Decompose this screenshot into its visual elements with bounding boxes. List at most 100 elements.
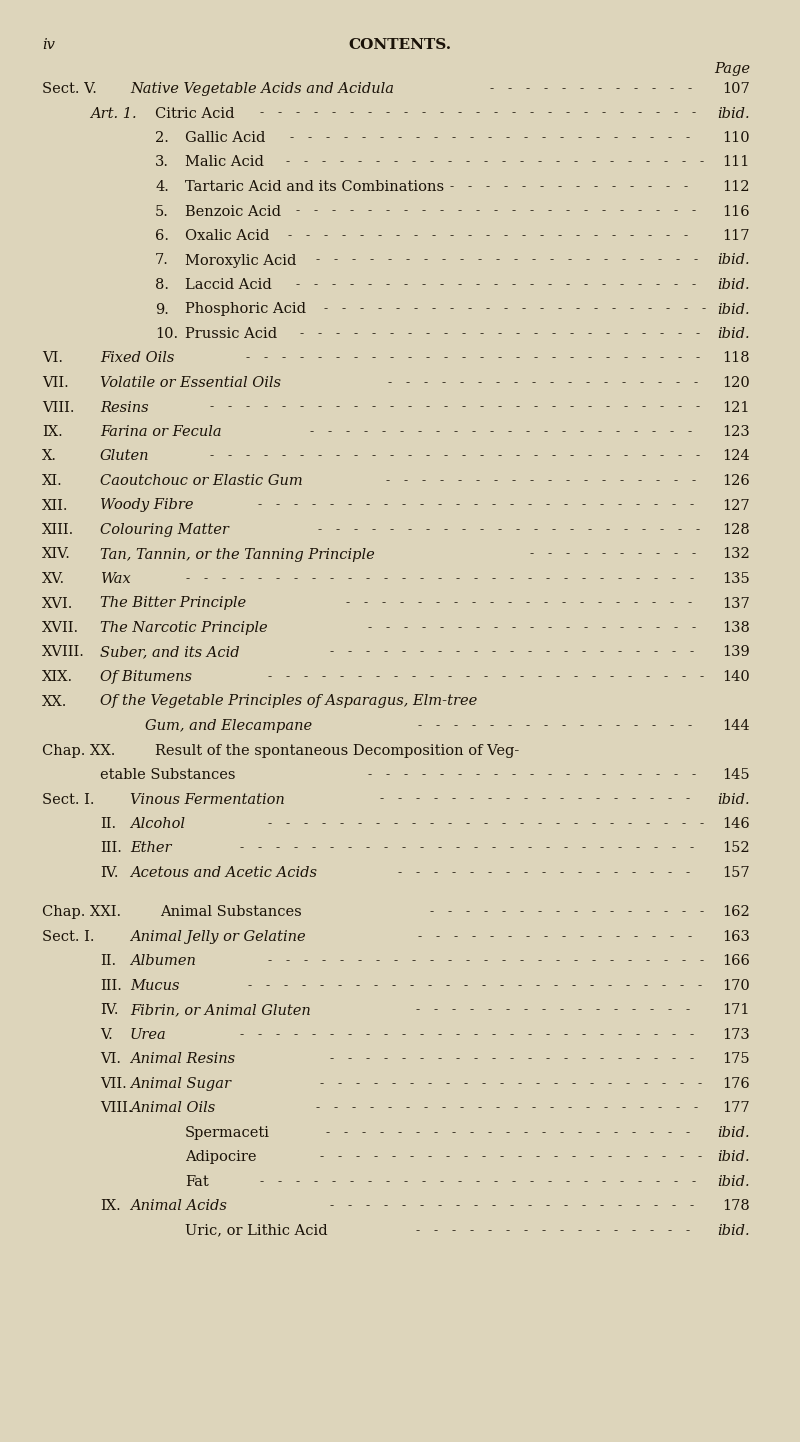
Text: 166: 166 bbox=[722, 955, 750, 968]
Text: -: - bbox=[456, 1200, 460, 1213]
Text: -: - bbox=[638, 622, 642, 634]
Text: -: - bbox=[637, 474, 641, 487]
Text: -: - bbox=[630, 229, 634, 242]
Text: Art. 1.: Art. 1. bbox=[90, 107, 137, 121]
Text: -: - bbox=[356, 979, 360, 992]
Text: -: - bbox=[562, 720, 566, 733]
Text: 146: 146 bbox=[722, 818, 750, 831]
Text: -: - bbox=[379, 1126, 383, 1139]
Text: -: - bbox=[565, 474, 569, 487]
Text: -: - bbox=[646, 671, 650, 684]
Text: -: - bbox=[629, 303, 633, 316]
Text: -: - bbox=[668, 867, 672, 880]
Text: -: - bbox=[422, 769, 426, 782]
Text: -: - bbox=[372, 401, 376, 414]
Text: -: - bbox=[664, 955, 668, 968]
Text: -: - bbox=[471, 597, 475, 610]
Text: -: - bbox=[584, 769, 588, 782]
Text: -: - bbox=[638, 107, 642, 120]
Text: -: - bbox=[450, 180, 454, 193]
Text: -: - bbox=[500, 1151, 504, 1164]
Text: -: - bbox=[552, 327, 556, 340]
Text: -: - bbox=[678, 523, 682, 536]
Text: -: - bbox=[570, 327, 574, 340]
Text: ibid.: ibid. bbox=[718, 1126, 750, 1139]
Text: -: - bbox=[600, 1028, 604, 1041]
Text: -: - bbox=[264, 401, 268, 414]
Text: -: - bbox=[600, 1200, 604, 1213]
Text: -: - bbox=[526, 720, 530, 733]
Text: -: - bbox=[689, 572, 693, 585]
Text: -: - bbox=[482, 1151, 486, 1164]
Text: -: - bbox=[454, 930, 458, 943]
Text: -: - bbox=[534, 523, 538, 536]
Text: Animal Acids: Animal Acids bbox=[130, 1200, 227, 1213]
Text: -: - bbox=[546, 842, 550, 855]
Text: -: - bbox=[618, 499, 622, 512]
Text: -: - bbox=[258, 842, 262, 855]
Text: -: - bbox=[620, 548, 624, 561]
Text: -: - bbox=[422, 107, 426, 120]
Text: -: - bbox=[676, 376, 680, 389]
Text: -: - bbox=[559, 1126, 563, 1139]
Text: -: - bbox=[408, 450, 412, 463]
Text: Fat: Fat bbox=[185, 1175, 209, 1188]
Text: -: - bbox=[631, 1004, 635, 1017]
Text: -: - bbox=[526, 425, 530, 438]
Text: -: - bbox=[432, 229, 436, 242]
Text: -: - bbox=[662, 1151, 666, 1164]
Text: -: - bbox=[474, 1028, 478, 1041]
Text: -: - bbox=[543, 597, 547, 610]
Text: -: - bbox=[246, 450, 250, 463]
Text: -: - bbox=[366, 1200, 370, 1213]
Text: -: - bbox=[528, 1028, 532, 1041]
Text: -: - bbox=[383, 572, 387, 585]
Text: -: - bbox=[492, 1028, 496, 1041]
Text: -: - bbox=[488, 131, 492, 144]
Text: -: - bbox=[530, 107, 534, 120]
Text: -: - bbox=[682, 671, 686, 684]
Text: VI.: VI. bbox=[100, 1053, 121, 1066]
Text: -: - bbox=[433, 1004, 437, 1017]
Text: -: - bbox=[690, 1053, 694, 1066]
Text: -: - bbox=[480, 523, 484, 536]
Text: -: - bbox=[349, 205, 353, 218]
Text: -: - bbox=[628, 818, 632, 831]
Text: -: - bbox=[502, 818, 506, 831]
Text: -: - bbox=[574, 671, 578, 684]
Text: -: - bbox=[619, 205, 623, 218]
Text: -: - bbox=[618, 1028, 622, 1041]
Text: iv: iv bbox=[42, 37, 55, 52]
Text: -: - bbox=[664, 906, 668, 919]
Text: -: - bbox=[668, 131, 672, 144]
Text: -: - bbox=[593, 303, 597, 316]
Text: -: - bbox=[428, 979, 432, 992]
Text: -: - bbox=[584, 1175, 588, 1188]
Text: -: - bbox=[390, 450, 394, 463]
Text: -: - bbox=[546, 499, 550, 512]
Text: -: - bbox=[394, 955, 398, 968]
Text: -: - bbox=[494, 107, 498, 120]
Text: -: - bbox=[415, 1224, 419, 1237]
Text: -: - bbox=[570, 450, 574, 463]
Text: -: - bbox=[628, 671, 632, 684]
Text: -: - bbox=[454, 425, 458, 438]
Text: -: - bbox=[505, 1004, 509, 1017]
Text: -: - bbox=[594, 180, 598, 193]
Text: -: - bbox=[505, 1224, 509, 1237]
Text: -: - bbox=[438, 1200, 442, 1213]
Text: -: - bbox=[304, 955, 308, 968]
Text: -: - bbox=[647, 303, 651, 316]
Text: -: - bbox=[462, 450, 466, 463]
Text: -: - bbox=[357, 156, 361, 169]
Text: -: - bbox=[474, 646, 478, 659]
Text: -: - bbox=[405, 254, 409, 267]
Text: -: - bbox=[569, 352, 573, 365]
Text: -: - bbox=[475, 474, 479, 487]
Text: -: - bbox=[544, 425, 548, 438]
Text: -: - bbox=[364, 425, 368, 438]
Text: -: - bbox=[303, 156, 307, 169]
Text: -: - bbox=[452, 867, 456, 880]
Text: -: - bbox=[606, 450, 610, 463]
Text: -: - bbox=[418, 425, 422, 438]
